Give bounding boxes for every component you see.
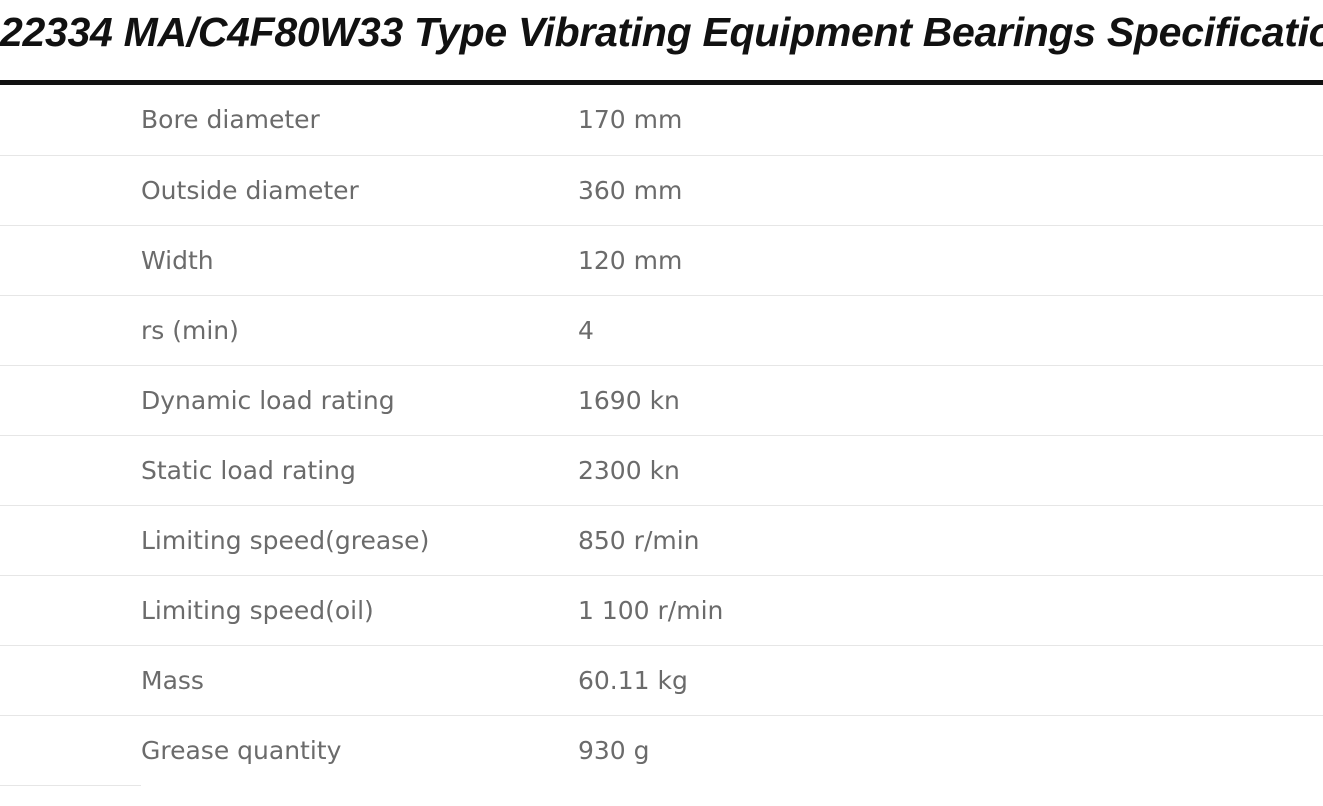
table-row: Mass 60.11 kg (0, 645, 1323, 715)
spec-value: 2300 kn (578, 455, 680, 485)
title-divider (0, 80, 1323, 85)
spec-value: 930 g (578, 735, 650, 765)
table-row: Limiting speed(oil) 1 100 r/min (0, 575, 1323, 645)
table-row: rs (min) 4 (0, 295, 1323, 365)
spec-value: 120 mm (578, 245, 683, 275)
spec-label: Limiting speed(grease) (141, 525, 430, 555)
spec-value: 360 mm (578, 175, 683, 205)
spec-label: Bore diameter (141, 105, 320, 135)
spec-value: 60.11 kg (578, 665, 688, 695)
spec-label: Width (141, 245, 214, 275)
spec-label: rs (min) (141, 315, 239, 345)
spec-label: Limiting speed(oil) (141, 595, 374, 625)
specifications-table: Bore diameter 170 mm Outside diameter 36… (0, 85, 1323, 785)
spec-label: Mass (141, 665, 204, 695)
table-row: Limiting speed(grease) 850 r/min (0, 505, 1323, 575)
spec-value: 1 100 r/min (578, 595, 724, 625)
table-row: Dynamic load rating 1690 kn (0, 365, 1323, 435)
spec-label: Static load rating (141, 455, 356, 485)
spec-value: 1690 kn (578, 385, 680, 415)
spec-label: Dynamic load rating (141, 385, 395, 415)
spec-label: Outside diameter (141, 175, 359, 205)
table-row: Grease quantity 930 g (0, 715, 1323, 785)
table-row: Bore diameter 170 mm (0, 85, 1323, 155)
table-row: Width 120 mm (0, 225, 1323, 295)
spec-value: 170 mm (578, 105, 683, 135)
page-title: 22334 MA/C4F80W33 Type Vibrating Equipme… (0, 9, 1323, 55)
spec-value: 4 (578, 315, 594, 345)
spec-label: Grease quantity (141, 735, 342, 765)
spec-value: 850 r/min (578, 525, 700, 555)
table-row: Outside diameter 360 mm (0, 155, 1323, 225)
table-bottom-divider (0, 785, 141, 786)
table-row: Static load rating 2300 kn (0, 435, 1323, 505)
